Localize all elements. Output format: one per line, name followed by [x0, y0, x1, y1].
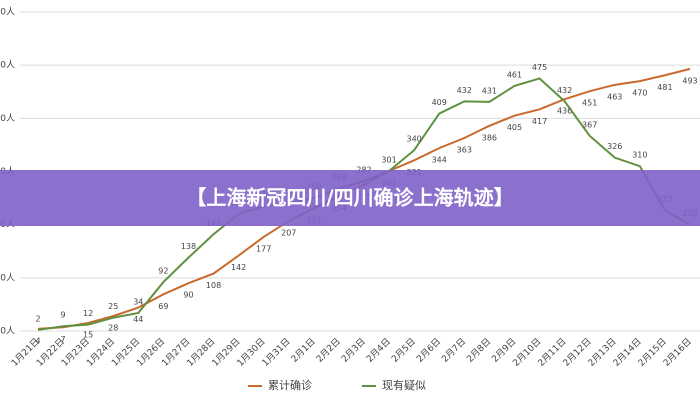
data-label: 432 — [457, 86, 472, 95]
y-tick-label: 600人 — [0, 7, 15, 18]
data-label: 207 — [281, 228, 296, 237]
x-tick-label: 2月16日 — [661, 336, 694, 369]
x-tick-label: 2月5日 — [389, 336, 418, 365]
data-label: 92 — [158, 267, 168, 276]
data-label: 475 — [532, 63, 547, 72]
data-label: 386 — [482, 133, 497, 142]
data-label: 301 — [381, 155, 396, 164]
data-label: 470 — [632, 89, 647, 98]
x-tick-label: 2月4日 — [364, 336, 393, 365]
data-label: 28 — [108, 324, 118, 333]
data-label: 436 — [557, 107, 572, 116]
data-label: 432 — [557, 86, 572, 95]
data-label: 177 — [256, 244, 271, 253]
data-label: 461 — [507, 70, 522, 79]
data-label: 409 — [432, 98, 447, 107]
data-label: 493 — [682, 76, 697, 85]
banner-title: 【上海新冠四川/四川确诊上海轨迹】 — [186, 186, 513, 210]
x-tick-label: 2月8日 — [465, 336, 494, 365]
data-label: 481 — [657, 83, 672, 92]
x-tick-label: 2月7日 — [440, 336, 469, 365]
x-tick-label: 2月3日 — [339, 336, 368, 365]
y-tick-label: 500人 — [0, 60, 15, 71]
data-label: 417 — [532, 117, 547, 126]
x-tick-label: 2月2日 — [314, 336, 343, 365]
data-label: 90 — [183, 291, 193, 300]
data-label: 340 — [407, 135, 422, 144]
legend-label: 累计确诊 — [268, 378, 312, 392]
data-label: 12 — [83, 309, 93, 318]
data-label: 367 — [582, 120, 597, 129]
legend-label: 现有疑似 — [382, 378, 426, 392]
data-label: 138 — [181, 242, 196, 251]
y-tick-label: 100人 — [0, 272, 15, 283]
data-label: 2 — [35, 314, 40, 323]
x-tick-label: 2月1日 — [289, 336, 318, 365]
y-tick-label: 400人 — [0, 113, 15, 124]
banner-band — [0, 170, 700, 226]
data-label: 463 — [607, 92, 622, 101]
data-label: 326 — [607, 142, 622, 151]
data-label: 7 — [61, 335, 66, 344]
data-label: 4 — [35, 336, 40, 345]
y-tick-label: 0人 — [0, 326, 15, 337]
data-label: 15 — [83, 331, 93, 340]
data-label: 431 — [482, 86, 497, 95]
data-label: 310 — [632, 151, 647, 160]
data-label: 34 — [133, 297, 143, 306]
data-label: 108 — [206, 281, 221, 290]
data-label: 363 — [457, 146, 472, 155]
data-label: 44 — [133, 315, 143, 324]
data-label: 69 — [158, 302, 168, 311]
x-tick-label: 1月31日 — [260, 336, 293, 369]
x-tick-label: 2月6日 — [415, 336, 444, 365]
data-label: 344 — [432, 156, 447, 165]
data-label: 451 — [582, 99, 597, 108]
data-label: 405 — [507, 123, 522, 132]
data-label: 25 — [108, 302, 118, 311]
data-label: 142 — [231, 263, 246, 272]
data-label: 9 — [61, 311, 66, 320]
